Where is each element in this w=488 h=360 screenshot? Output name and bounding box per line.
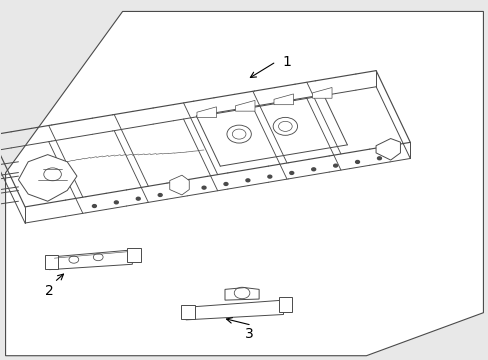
Polygon shape (44, 255, 58, 269)
Polygon shape (127, 248, 141, 262)
Circle shape (136, 197, 140, 200)
Circle shape (333, 164, 337, 167)
Circle shape (311, 168, 315, 171)
Circle shape (92, 204, 96, 207)
Circle shape (245, 179, 249, 182)
Text: 3: 3 (244, 327, 253, 341)
Polygon shape (278, 297, 292, 312)
Circle shape (158, 194, 162, 197)
Polygon shape (185, 300, 283, 320)
Polygon shape (273, 94, 293, 105)
Text: 1: 1 (282, 55, 290, 69)
Circle shape (289, 171, 293, 174)
Polygon shape (224, 288, 259, 300)
Polygon shape (197, 107, 216, 118)
Polygon shape (49, 250, 132, 270)
Circle shape (202, 186, 205, 189)
Polygon shape (375, 139, 400, 160)
Polygon shape (5, 12, 483, 356)
Circle shape (377, 157, 381, 160)
Text: 2: 2 (44, 284, 53, 298)
Polygon shape (169, 175, 189, 195)
Polygon shape (235, 100, 254, 111)
Circle shape (267, 175, 271, 178)
Polygon shape (312, 87, 331, 98)
Circle shape (114, 201, 118, 204)
Circle shape (224, 183, 227, 185)
Circle shape (180, 190, 183, 193)
Circle shape (355, 161, 359, 163)
Polygon shape (19, 154, 77, 201)
Polygon shape (181, 305, 194, 319)
